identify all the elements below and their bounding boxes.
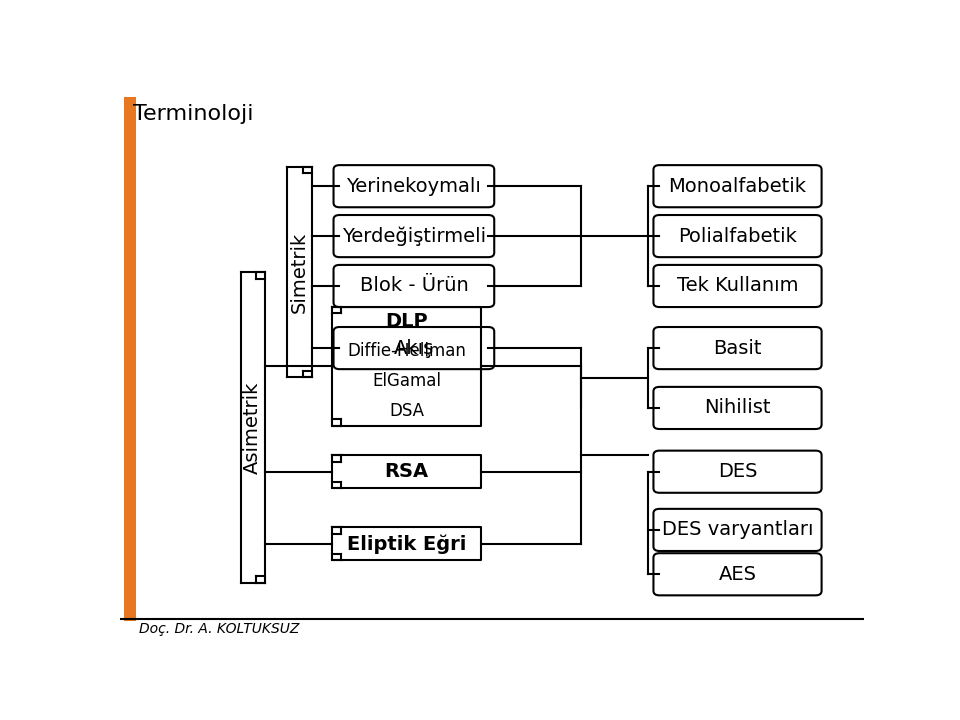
Text: AES: AES [718, 564, 756, 584]
FancyBboxPatch shape [654, 215, 822, 257]
Text: DSA: DSA [389, 402, 424, 420]
FancyBboxPatch shape [124, 97, 135, 621]
Text: Diffie-Hellman: Diffie-Hellman [347, 343, 466, 361]
FancyBboxPatch shape [654, 165, 822, 207]
FancyBboxPatch shape [654, 265, 822, 307]
Text: Monoalfabetik: Monoalfabetik [668, 176, 806, 196]
Text: Basit: Basit [713, 338, 762, 358]
FancyBboxPatch shape [333, 165, 494, 207]
Text: DES: DES [718, 462, 757, 481]
FancyBboxPatch shape [654, 387, 822, 429]
Text: DES varyantları: DES varyantları [661, 521, 813, 539]
FancyBboxPatch shape [654, 327, 822, 369]
Text: Doç. Dr. A. KOLTUKSUZ: Doç. Dr. A. KOLTUKSUZ [138, 621, 299, 636]
FancyBboxPatch shape [654, 451, 822, 492]
FancyBboxPatch shape [654, 509, 822, 551]
Text: Blok - Ürün: Blok - Ürün [359, 276, 468, 295]
Text: Eliptik Eğri: Eliptik Eğri [347, 534, 467, 554]
Text: ElGamal: ElGamal [372, 372, 441, 390]
FancyBboxPatch shape [654, 553, 822, 595]
Text: Simetrik: Simetrik [290, 232, 309, 312]
Text: RSA: RSA [384, 462, 428, 481]
Text: Yerinekoymalı: Yerinekoymalı [347, 176, 481, 196]
Text: Terminoloji: Terminoloji [133, 104, 253, 124]
Text: Tek Kullanım: Tek Kullanım [677, 276, 799, 295]
FancyBboxPatch shape [333, 327, 494, 369]
FancyBboxPatch shape [333, 215, 494, 257]
Text: DLP: DLP [385, 312, 428, 331]
FancyBboxPatch shape [333, 265, 494, 307]
Text: Nihilist: Nihilist [705, 398, 771, 418]
Text: Akış: Akış [394, 338, 434, 358]
Text: Yerdeğiştirmeli: Yerdeğiştirmeli [342, 226, 486, 246]
Text: Polialfabetik: Polialfabetik [678, 227, 797, 246]
Text: Asimetrik: Asimetrik [243, 381, 262, 474]
